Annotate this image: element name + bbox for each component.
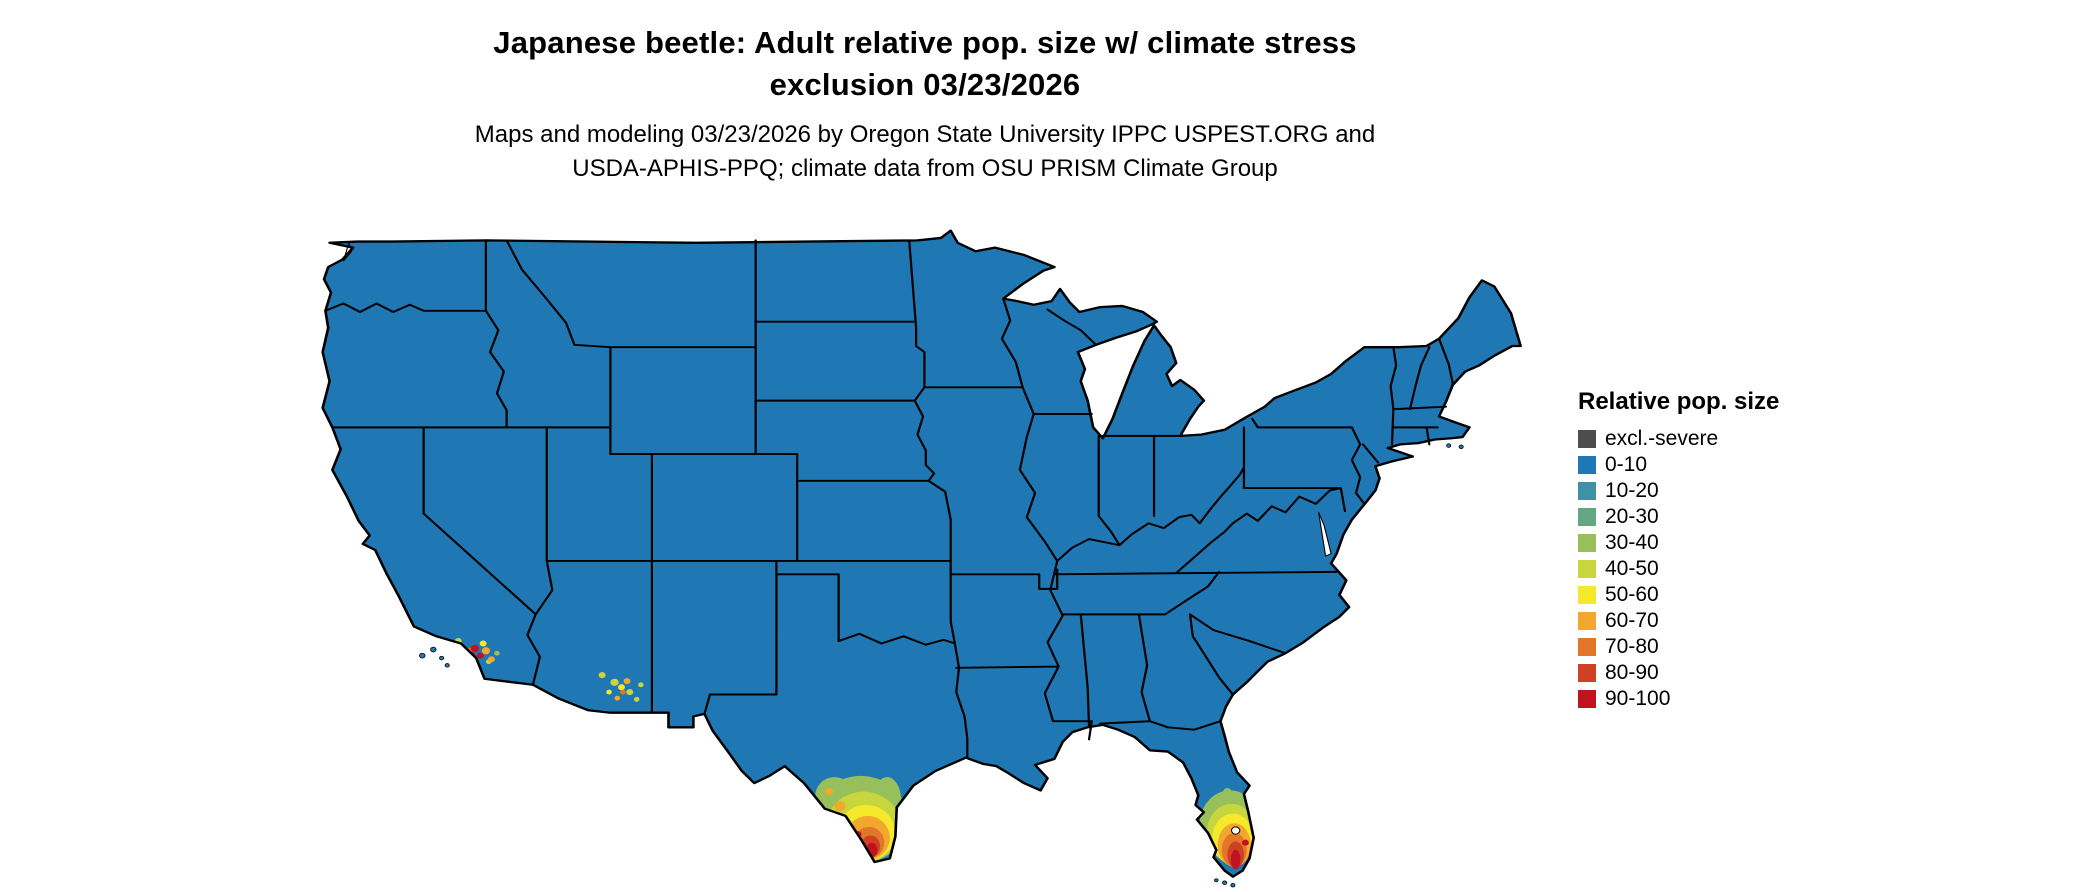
legend-swatch — [1578, 612, 1596, 630]
legend-swatch — [1578, 534, 1596, 552]
legend-label: 20-30 — [1605, 505, 1659, 528]
legend-item: excl.-severe — [1578, 426, 1779, 452]
legend-label: 70-80 — [1605, 635, 1659, 658]
legend-item: 60-70 — [1578, 608, 1779, 634]
us-map — [321, 229, 1522, 888]
hotspot-southern-florida — [1199, 788, 1261, 870]
legend-swatch — [1578, 456, 1596, 474]
legend-swatch — [1578, 482, 1596, 500]
legend-label: 0-10 — [1605, 453, 1648, 476]
map-title-line2: exclusion 03/23/2026 — [769, 67, 1081, 102]
offshore-islands — [419, 443, 1464, 888]
legend-swatch — [1578, 430, 1596, 448]
legend-swatch — [1578, 560, 1596, 578]
legend-item: 50-60 — [1578, 582, 1779, 608]
hotspot-southern-arizona — [598, 672, 644, 702]
state-borders — [324, 239, 1454, 759]
map-subtitle-line1: Maps and modeling 03/23/2026 by Oregon S… — [474, 121, 1376, 148]
legend-swatch — [1578, 690, 1596, 708]
legend-label: excl.-severe — [1605, 427, 1719, 450]
legend-title: Relative pop. size — [1578, 388, 1780, 415]
map-subtitle: Maps and modeling 03/23/2026 by Oregon S… — [0, 118, 1850, 186]
legend-swatch — [1578, 508, 1596, 526]
chesapeake-bay — [1318, 512, 1332, 557]
legend-label: 80-90 — [1605, 661, 1659, 684]
map-subtitle-line2: USDA-APHIS-PPQ; climate data from OSU PR… — [572, 155, 1278, 182]
legend-item: 80-90 — [1578, 660, 1779, 686]
legend-item: 20-30 — [1578, 504, 1779, 530]
legend-label: 60-70 — [1605, 609, 1659, 632]
legend-label: 90-100 — [1605, 687, 1671, 710]
legend-swatch — [1578, 586, 1596, 604]
map-title-line1: Japanese beetle: Adult relative pop. siz… — [493, 25, 1357, 60]
legend-item: 90-100 — [1578, 686, 1779, 712]
legend-item: 30-40 — [1578, 530, 1779, 556]
figure-header: Japanese beetle: Adult relative pop. siz… — [0, 22, 1850, 186]
legend-swatch — [1578, 638, 1596, 656]
legend-item: 70-80 — [1578, 634, 1779, 660]
legend-label: 30-40 — [1605, 531, 1659, 554]
legend-item: 40-50 — [1578, 556, 1779, 582]
legend-item: 0-10 — [1578, 452, 1779, 478]
legend-label: 10-20 — [1605, 479, 1659, 502]
legend: Relative pop. size excl.-severe 0-10 10-… — [1578, 388, 1779, 712]
lake-okeechobee — [1230, 826, 1241, 835]
legend-swatch — [1578, 664, 1596, 682]
legend-item: 10-20 — [1578, 478, 1779, 504]
legend-label: 40-50 — [1605, 557, 1659, 580]
legend-label: 50-60 — [1605, 583, 1659, 606]
